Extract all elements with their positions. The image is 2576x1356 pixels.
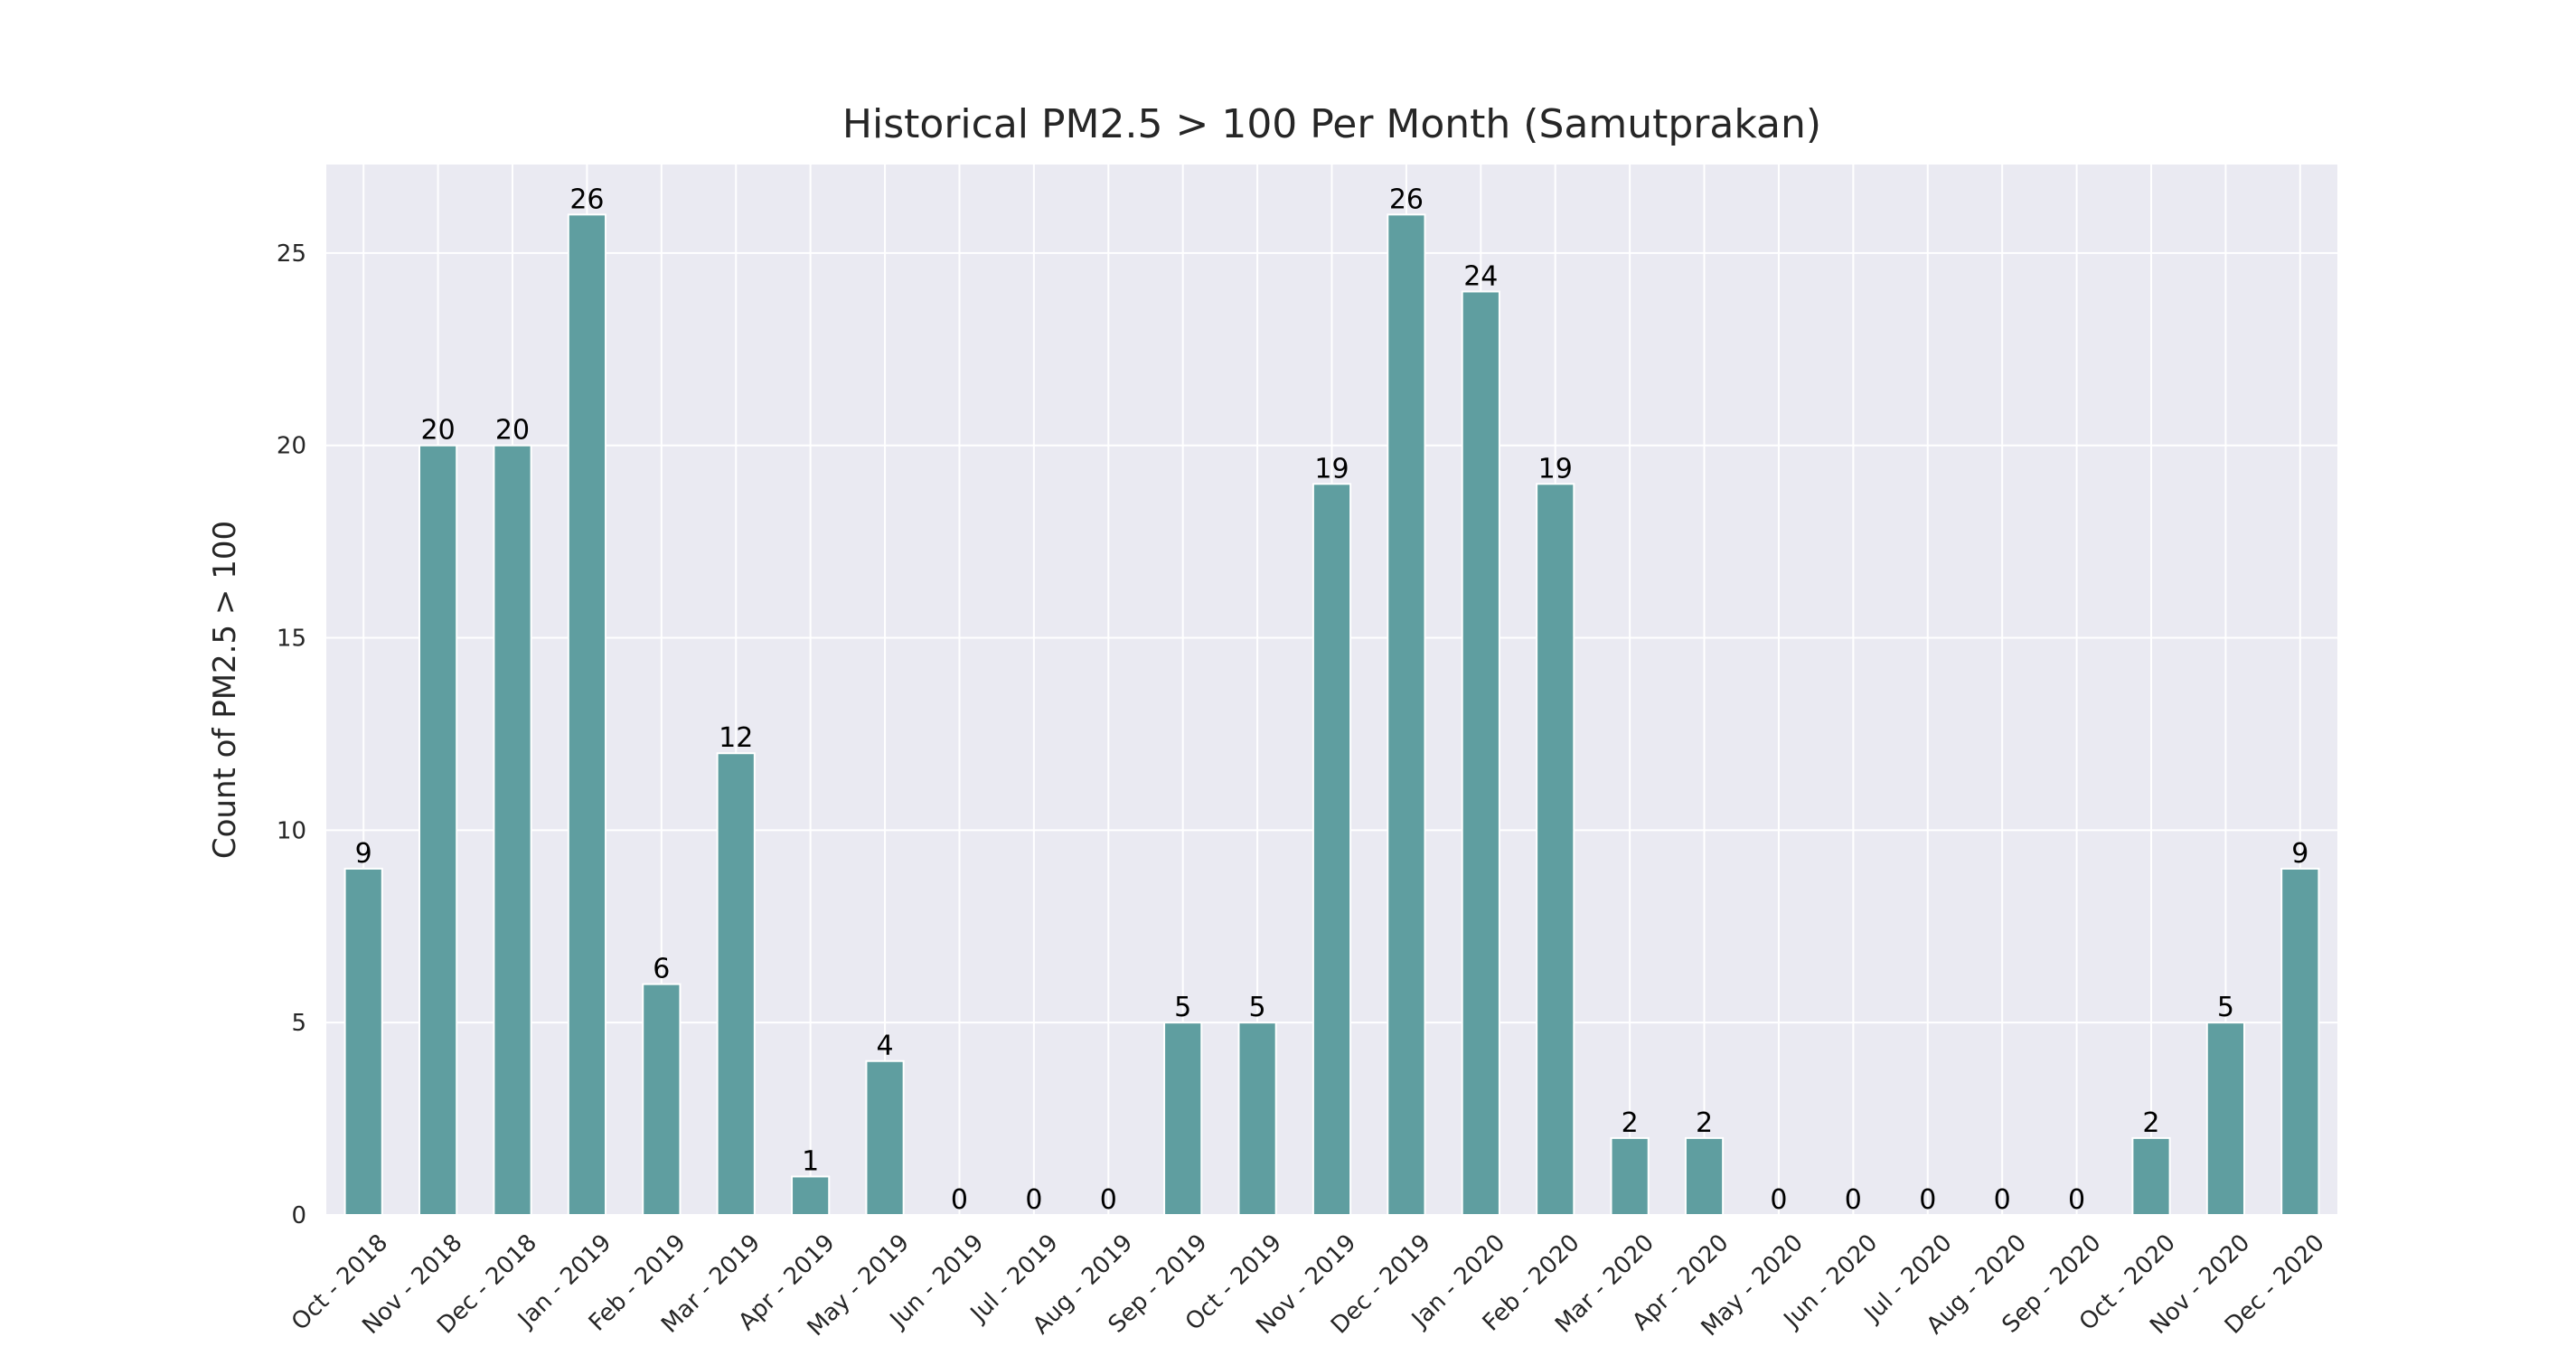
bar — [1684, 1136, 1725, 1217]
bar-value-label: 2 — [2142, 1107, 2159, 1139]
bar-value-label: 0 — [1025, 1184, 1042, 1216]
bar-value-label: 0 — [1845, 1184, 1862, 1216]
bar — [2205, 1022, 2245, 1216]
bar-value-label: 2 — [1622, 1107, 1639, 1139]
bar-value-label: 12 — [719, 722, 753, 754]
bar — [567, 213, 607, 1216]
bar — [1312, 483, 1352, 1216]
y-tick-label: 25 — [277, 240, 306, 268]
bar-value-label: 1 — [802, 1145, 819, 1177]
bar — [1163, 1022, 1203, 1216]
y-tick-label: 0 — [291, 1202, 306, 1229]
bar — [2280, 867, 2320, 1217]
bar — [1387, 213, 1426, 1216]
bar-value-label: 19 — [1538, 453, 1573, 485]
bar — [1610, 1136, 1650, 1217]
bar-value-label: 20 — [495, 415, 530, 447]
y-tick-label: 20 — [277, 433, 306, 460]
bar-value-label: 0 — [951, 1184, 968, 1216]
bar-value-label: 0 — [2068, 1184, 2085, 1216]
bar — [1536, 483, 1575, 1216]
bar — [791, 1175, 831, 1217]
bar-value-label: 6 — [653, 954, 670, 985]
bar-value-label: 9 — [355, 838, 372, 870]
y-tick-label: 5 — [291, 1010, 306, 1037]
bar-value-label: 0 — [1994, 1184, 2011, 1216]
bar — [716, 752, 756, 1216]
y-tick-label: 15 — [277, 626, 306, 653]
bar — [343, 867, 383, 1217]
y-tick-label: 10 — [277, 817, 306, 844]
bar-value-label: 19 — [1314, 453, 1349, 485]
bar-value-label: 5 — [2217, 992, 2234, 1023]
bar-value-label: 4 — [877, 1031, 894, 1062]
y-axis-title: Count of PM2.5 > 100 — [207, 521, 243, 859]
bar — [418, 444, 458, 1216]
bar-value-label: 26 — [1389, 184, 1424, 215]
bar-value-label: 24 — [1463, 260, 1498, 292]
bar — [2131, 1136, 2171, 1217]
bar — [642, 983, 682, 1216]
y-tick-labels: 0 5 10 15 20 25 — [277, 240, 306, 1229]
bar-value-label: 2 — [1696, 1107, 1713, 1139]
bar — [1237, 1022, 1277, 1216]
chart-title: Historical PM2.5 > 100 Per Month (Samutp… — [842, 101, 1821, 147]
bar-value-label: 26 — [569, 184, 604, 215]
bar — [865, 1059, 905, 1216]
bar-value-label: 5 — [1174, 992, 1191, 1023]
bar-value-label: 20 — [421, 415, 456, 447]
bar-value-label: 5 — [1249, 992, 1266, 1023]
bar-value-label: 0 — [1770, 1184, 1787, 1216]
bars — [343, 213, 2320, 1217]
bar — [1461, 290, 1500, 1216]
bar-value-label: 0 — [1919, 1184, 1936, 1216]
bar-value-label: 9 — [2291, 838, 2308, 870]
bar — [493, 444, 532, 1216]
bar-value-label: 0 — [1100, 1184, 1117, 1216]
